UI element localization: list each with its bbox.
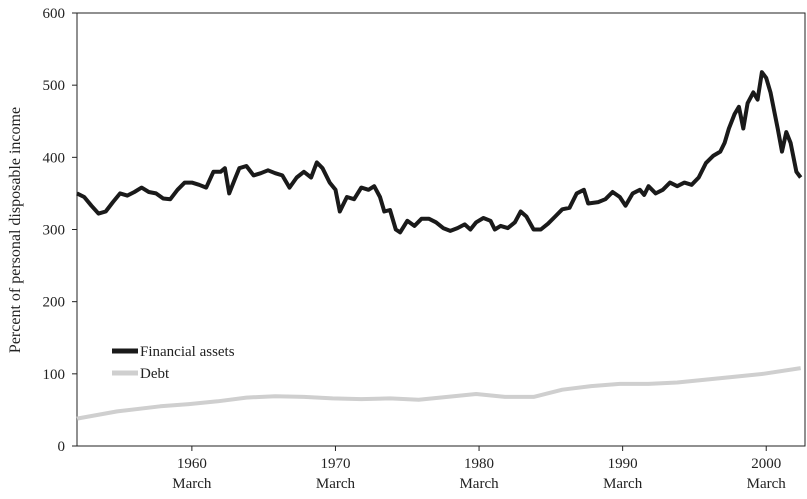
y-tick-label: 300	[43, 223, 66, 239]
y-tick-label: 100	[43, 367, 66, 383]
x-tick-sublabel: March	[603, 476, 643, 492]
x-tick-sublabel: March	[316, 476, 356, 492]
data-line	[76, 70, 803, 235]
legend-label: Financial assets	[140, 344, 235, 360]
y-tick-label: 600	[43, 6, 66, 22]
x-tick-label: 1990	[608, 456, 638, 472]
x-tick-sublabel: March	[459, 476, 499, 492]
x-tick-label: 2000	[751, 456, 781, 472]
x-tick-label: 1970	[320, 456, 350, 472]
y-tick-label: 400	[43, 150, 66, 166]
y-tick-label: 0	[58, 439, 66, 455]
legend-label: Debt	[140, 366, 170, 382]
x-tick-label: 1960	[177, 456, 207, 472]
y-tick-label: 200	[43, 295, 66, 311]
x-tick-label: 1980	[464, 456, 494, 472]
y-tick-label: 500	[43, 78, 66, 94]
data-line	[76, 366, 802, 421]
y-axis-label: Percent of personal disposable income	[7, 107, 24, 353]
x-tick-sublabel: March	[747, 476, 787, 492]
x-tick-sublabel: March	[172, 476, 212, 492]
